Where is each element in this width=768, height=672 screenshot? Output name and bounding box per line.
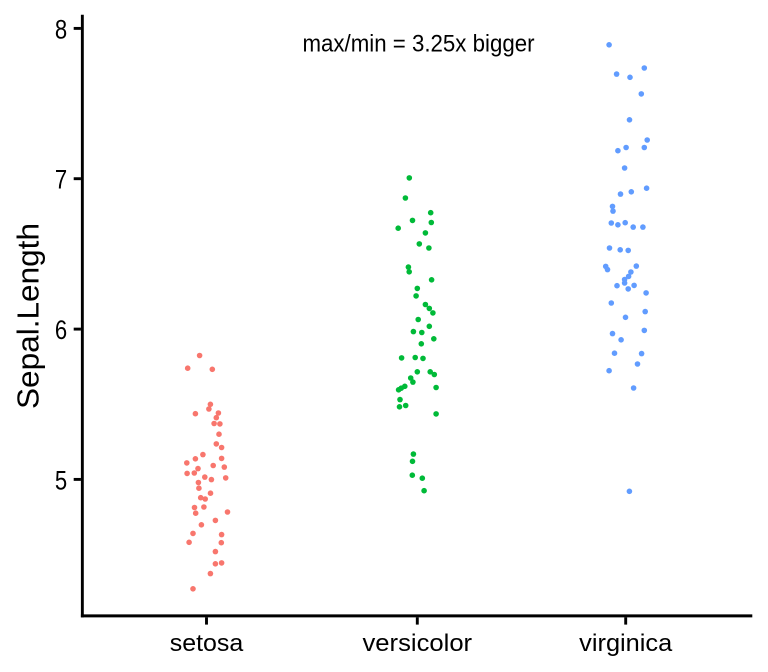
svg-text:6: 6 <box>55 315 67 345</box>
svg-text:max/min = 3.25x bigger: max/min = 3.25x bigger <box>303 31 535 58</box>
svg-text:Sepal.Length: Sepal.Length <box>10 223 45 409</box>
svg-text:setosa: setosa <box>170 630 244 657</box>
svg-text:5: 5 <box>55 465 67 495</box>
svg-text:8: 8 <box>55 14 67 44</box>
svg-text:versicolor: versicolor <box>363 630 473 657</box>
svg-text:7: 7 <box>55 165 67 195</box>
svg-text:virginica: virginica <box>579 630 673 657</box>
